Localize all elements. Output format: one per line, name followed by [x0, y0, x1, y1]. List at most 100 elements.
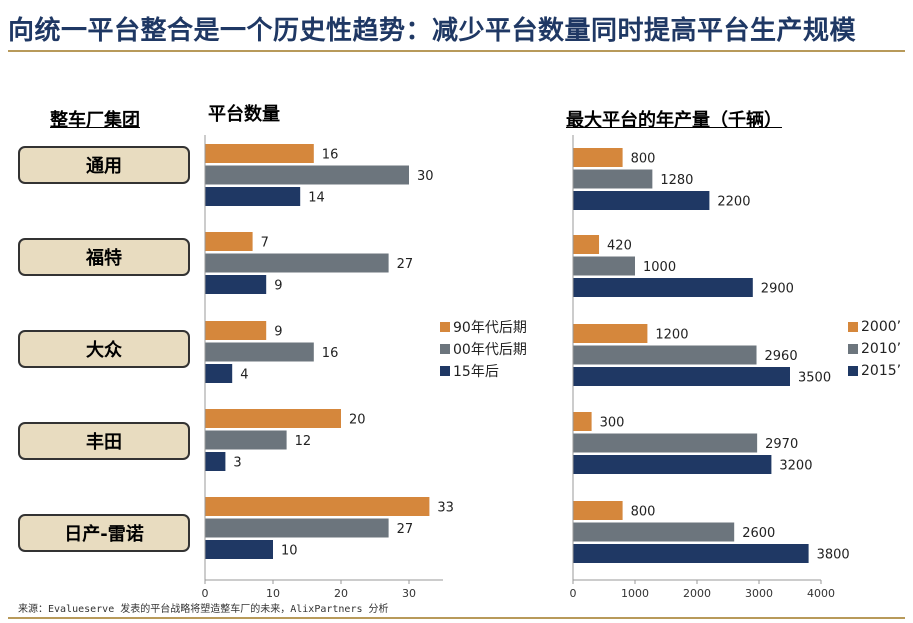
bar — [205, 165, 409, 185]
platform-volume-chart: 800 420 1200 300 800 1280 1000 2960 2970 2600 2200… — [570, 135, 850, 600]
legend-label: 2010’ — [861, 341, 902, 357]
legend-swatch — [440, 344, 450, 354]
x-tick-label: 0 — [570, 587, 577, 600]
bar — [205, 409, 341, 428]
bar — [205, 321, 267, 340]
platform-volume-legend: 2000’ 2010’ 2015’ — [848, 316, 901, 382]
legend-label: 2000’ — [861, 319, 902, 335]
data-label: 33 — [437, 501, 454, 516]
x-tick-label: 20 — [334, 587, 348, 600]
data-label: 300 — [600, 416, 625, 431]
legend-swatch — [848, 322, 858, 332]
data-label: 14 — [308, 191, 325, 206]
x-tick-label: 0 — [202, 587, 209, 600]
bar — [573, 522, 735, 542]
data-label: 2600 — [742, 526, 775, 541]
data-label: 1280 — [660, 173, 693, 188]
platform-count-header: 平台数量 — [208, 104, 280, 125]
data-label: 3500 — [798, 371, 831, 386]
data-label: 9 — [274, 279, 282, 294]
legend-swatch — [848, 366, 858, 376]
bar — [573, 367, 790, 386]
data-label: 800 — [631, 152, 656, 167]
data-label: 2200 — [717, 195, 750, 210]
data-label: 27 — [397, 257, 414, 272]
volume-header: 最大平台的年产量（千辆） — [566, 110, 782, 131]
data-label: 3200 — [779, 459, 812, 474]
data-label: 800 — [631, 505, 656, 520]
bar — [205, 187, 301, 206]
data-label: 12 — [295, 434, 312, 449]
bar — [573, 455, 772, 474]
group-label-vw: 大众 — [18, 330, 190, 368]
bar — [573, 278, 753, 297]
x-tick-label: 1000 — [621, 587, 649, 600]
data-label: 420 — [607, 239, 632, 254]
bar — [573, 412, 592, 431]
bar — [573, 235, 600, 254]
bar — [205, 430, 287, 450]
bar — [205, 540, 273, 559]
bar — [573, 324, 648, 343]
data-label: 3800 — [817, 548, 850, 563]
bar — [573, 345, 757, 365]
bar — [205, 342, 314, 362]
data-label: 20 — [349, 413, 366, 428]
data-label: 10 — [281, 544, 298, 559]
title-divider — [8, 50, 905, 52]
bar — [205, 275, 267, 294]
page-title: 向统一平台整合是一个历史性趋势：减少平台数量同时提高平台生产规模 — [8, 16, 857, 46]
x-tick-label: 2000 — [683, 587, 711, 600]
data-label: 7 — [261, 236, 269, 251]
data-label: 9 — [274, 325, 282, 340]
data-label: 16 — [322, 148, 339, 163]
group-label-ford: 福特 — [18, 238, 190, 276]
x-tick-label: 30 — [402, 587, 416, 600]
bar — [205, 452, 226, 471]
x-tick-label: 10 — [266, 587, 280, 600]
data-label: 1200 — [655, 328, 688, 343]
x-tick-label: 3000 — [745, 587, 773, 600]
legend-swatch — [440, 322, 450, 332]
bar — [573, 256, 635, 276]
legend-swatch — [440, 366, 450, 376]
data-label: 16 — [322, 346, 339, 361]
bar — [573, 191, 710, 210]
legend-item: 2010’ — [848, 338, 901, 360]
legend-label: 00年代后期 — [453, 342, 527, 358]
legend-item: 2015’ — [848, 360, 901, 382]
legend-item: 2000’ — [848, 316, 901, 338]
legend-swatch — [848, 344, 858, 354]
group-label-nissan-renault: 日产-雷诺 — [18, 514, 190, 552]
data-label: 3 — [233, 456, 241, 471]
x-tick-label: 4000 — [807, 587, 835, 600]
data-label: 2960 — [765, 349, 798, 364]
source-note: 来源：Evalueserve 发表的平台战略将塑造整车厂的未来，AlixPart… — [18, 604, 389, 615]
data-label: 30 — [417, 169, 434, 184]
data-label: 27 — [397, 522, 414, 537]
bar — [205, 144, 314, 163]
group-label-gm: 通用 — [18, 146, 190, 184]
group-label-toyota: 丰田 — [18, 422, 190, 460]
bar — [205, 364, 233, 383]
bar — [205, 518, 389, 538]
legend-item: 90年代后期 — [440, 316, 527, 338]
bar — [573, 433, 758, 453]
bar — [205, 232, 253, 251]
data-label: 2900 — [761, 282, 794, 297]
legend-label: 2015’ — [861, 363, 902, 379]
group-column-header: 整车厂集团 — [50, 110, 140, 131]
legend-label: 90年代后期 — [453, 320, 527, 336]
bar — [573, 544, 809, 563]
data-label: 1000 — [643, 260, 676, 275]
bar — [573, 148, 623, 167]
bar — [205, 497, 430, 516]
platform-count-legend: 90年代后期 00年代后期 15年后 — [440, 316, 527, 382]
bottom-divider — [8, 617, 905, 619]
legend-label: 15年后 — [453, 364, 499, 380]
data-label: 4 — [240, 368, 248, 383]
legend-item: 15年后 — [440, 360, 527, 382]
legend-item: 00年代后期 — [440, 338, 527, 360]
data-label: 2970 — [765, 437, 798, 452]
bar — [205, 253, 389, 273]
